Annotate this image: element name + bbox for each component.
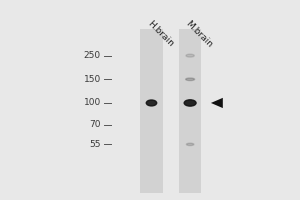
Text: H.brain: H.brain <box>146 19 175 48</box>
Text: 70: 70 <box>89 120 101 129</box>
Ellipse shape <box>186 78 195 81</box>
Text: 250: 250 <box>84 51 101 60</box>
Bar <box>179 29 201 193</box>
Text: 100: 100 <box>84 98 101 107</box>
Ellipse shape <box>184 100 196 106</box>
Ellipse shape <box>186 54 194 57</box>
Text: 55: 55 <box>89 140 101 149</box>
Text: 150: 150 <box>84 75 101 84</box>
Ellipse shape <box>146 100 157 106</box>
Text: M.brain: M.brain <box>184 19 214 49</box>
Polygon shape <box>211 98 223 108</box>
Ellipse shape <box>186 143 194 146</box>
Bar <box>140 29 163 193</box>
